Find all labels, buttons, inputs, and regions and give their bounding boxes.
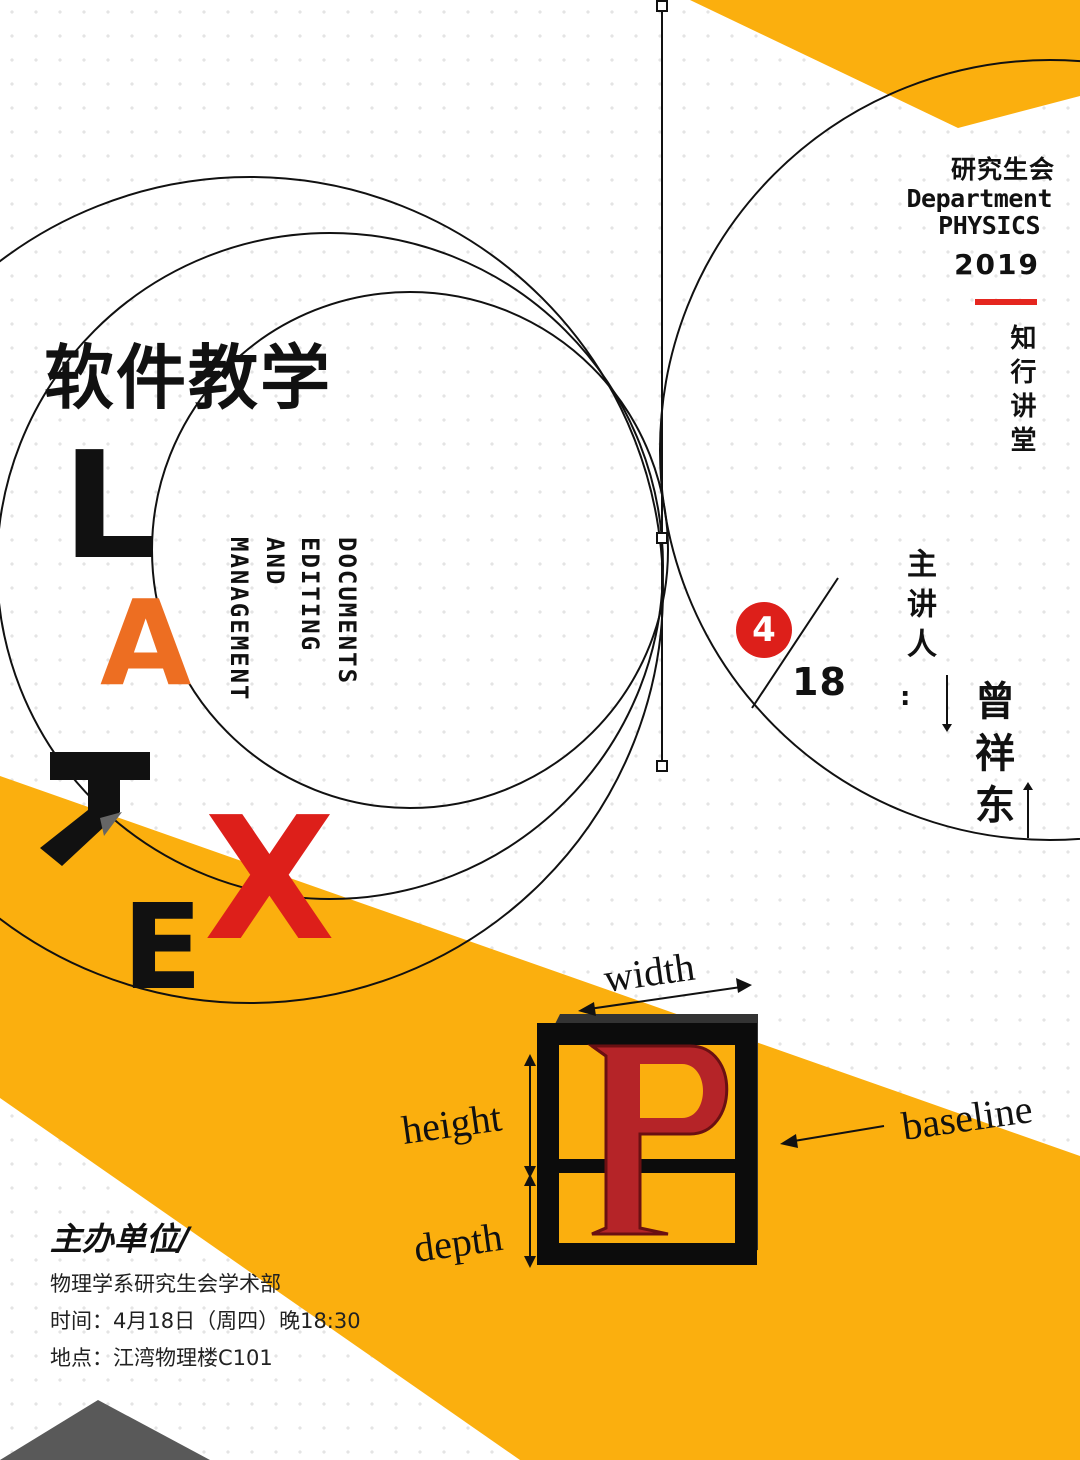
glyph-box — [537, 1014, 758, 1265]
red-p-glyph — [587, 1044, 729, 1236]
year-label: 2019 — [954, 248, 1040, 281]
organizer-name: 物理学系研究生会学术部 — [50, 1272, 281, 1296]
department-label: Department — [906, 184, 1052, 213]
letter-T-shape — [40, 752, 150, 866]
date-month: 4 — [736, 602, 792, 658]
subtitle-word-1: DOCUMENTS — [333, 537, 361, 686]
yellow-band-top — [690, 0, 1080, 128]
organizer-title: 主办单位/ — [50, 1220, 190, 1258]
letter-L: L — [62, 420, 157, 592]
headline: 软件教学 — [44, 337, 332, 419]
handle-top — [656, 0, 668, 12]
event-place: 地点：江湾物理楼C101 — [50, 1346, 273, 1370]
letter-X: X — [204, 781, 336, 979]
speaker-colon: : — [900, 682, 911, 712]
date-day: 18 — [792, 660, 847, 704]
org-name-cn: 研究生会 — [950, 155, 1055, 184]
date-slash — [751, 577, 839, 709]
handle-bottom — [656, 760, 668, 772]
physics-label: PHYSICS — [938, 211, 1040, 240]
event-time: 时间：4月18日（周四）晚18:30 — [50, 1309, 361, 1333]
letter-A: A — [100, 574, 192, 712]
letter-E: E — [122, 878, 203, 1016]
circle-inner — [151, 291, 669, 809]
typography-diagram — [524, 978, 885, 1268]
gray-corner-shape — [0, 1400, 210, 1460]
handle-middle — [656, 532, 668, 544]
subtitle-word-3: AND — [261, 537, 289, 587]
red-divider — [975, 299, 1037, 305]
subtitle-word-4: MANAGEMENT — [225, 537, 253, 702]
circle-right — [659, 59, 1080, 841]
speaker-name: 曾祥东 — [968, 680, 1014, 836]
speaker-label: 主讲人 — [901, 548, 936, 668]
subtitle-word-2: EDITING — [296, 537, 324, 653]
forum-name: 知行讲堂 — [1006, 324, 1036, 460]
